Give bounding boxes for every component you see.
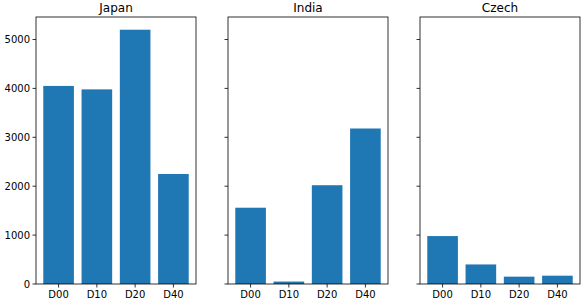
bar — [120, 30, 151, 284]
x-tick-label: D10 — [471, 289, 491, 300]
y-tick — [225, 284, 229, 285]
x-tick-label: D10 — [279, 289, 299, 300]
x-tick — [365, 284, 366, 288]
bar — [312, 185, 343, 284]
x-tick — [327, 284, 328, 288]
x-tick-label: D20 — [509, 289, 529, 300]
title: India — [293, 1, 322, 15]
x-tick — [173, 284, 174, 288]
y-tick — [33, 284, 37, 285]
frame — [420, 17, 580, 284]
bar — [235, 208, 266, 284]
x-tick-label: D40 — [163, 289, 183, 300]
y-tick-label: 1000 — [5, 230, 30, 241]
x-tick-label: D00 — [432, 289, 452, 300]
y-tick — [417, 137, 421, 138]
x-tick — [442, 284, 443, 288]
bar — [350, 128, 381, 284]
y-tick — [33, 137, 37, 138]
bar — [82, 89, 113, 284]
x-tick — [135, 284, 136, 288]
y-tick — [417, 186, 421, 187]
x-tick-label: D00 — [48, 289, 68, 300]
x-tick — [557, 284, 558, 288]
y-tick — [225, 186, 229, 187]
y-tick-label: 5000 — [5, 34, 30, 45]
y-tick-label: 0 — [24, 279, 30, 290]
x-tick-label: D40 — [355, 289, 375, 300]
frame — [36, 17, 196, 284]
x-tick — [58, 284, 59, 288]
title: Japan — [98, 1, 132, 15]
bar — [43, 86, 74, 284]
chart-svg: 0 1000 2000 3000 4000 5000 D00 D10 D20 D40 Japan D0… — [0, 0, 586, 302]
bar — [427, 236, 458, 284]
y-tick-label: 4000 — [5, 83, 30, 94]
y-tick — [33, 39, 37, 40]
y-tick — [417, 284, 421, 285]
x-tick-label: D40 — [547, 289, 567, 300]
y-tick-label: 3000 — [5, 132, 30, 143]
y-tick — [225, 39, 229, 40]
x-tick-label: D00 — [240, 289, 260, 300]
chart-root: 0 1000 2000 3000 4000 5000 D00 D10 D20 D40 Japan D0… — [0, 0, 586, 302]
y-tick — [225, 88, 229, 89]
title: Czech — [482, 1, 518, 15]
x-tick — [480, 284, 481, 288]
bar — [504, 277, 535, 284]
bar — [466, 264, 497, 284]
x-tick-label: D20 — [317, 289, 337, 300]
frame — [228, 17, 388, 284]
x-tick — [96, 284, 97, 288]
x-tick — [519, 284, 520, 288]
x-tick-label: D10 — [87, 289, 107, 300]
y-tick-label: 2000 — [5, 181, 30, 192]
y-tick — [225, 235, 229, 236]
y-tick — [33, 235, 37, 236]
x-tick-label: D20 — [125, 289, 145, 300]
bars — [43, 30, 188, 284]
bars — [427, 236, 572, 284]
bar — [542, 276, 573, 284]
y-tick — [417, 235, 421, 236]
y-tick — [225, 137, 229, 138]
bars — [235, 128, 380, 284]
y-tick — [33, 88, 37, 89]
y-tick — [417, 88, 421, 89]
x-tick — [288, 284, 289, 288]
x-tick — [250, 284, 251, 288]
bar — [158, 174, 189, 284]
y-tick — [417, 39, 421, 40]
y-tick — [33, 186, 37, 187]
